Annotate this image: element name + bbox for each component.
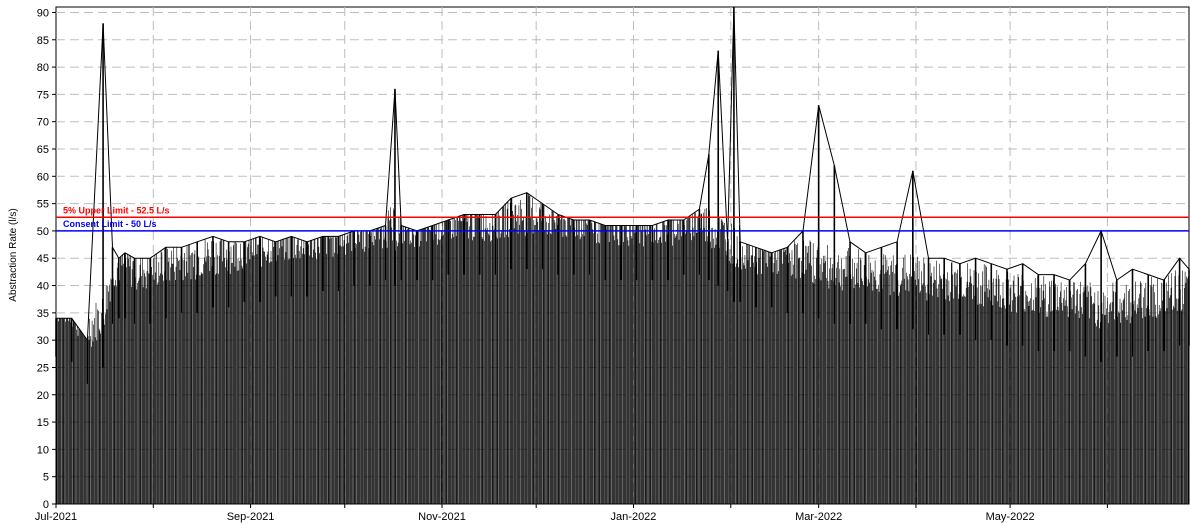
y-tick-label: 35 [37,308,49,320]
y-tick-label: 75 [37,89,49,101]
y-tick-label: 70 [37,117,49,129]
x-tick-label: Mar-2022 [795,511,842,523]
series-abstraction-rate [55,6,1190,504]
reference-line-label: 5% Upper Limit - 52.5 L/s [63,205,170,215]
x-tick-label: May-2022 [986,511,1035,523]
y-tick-label: 15 [37,417,49,429]
y-tick-label: 45 [37,253,49,265]
y-axis: 0 5 10 15 20 25 30 35 40 45 50 55 60 65 70 75 80 85 90 [37,7,56,511]
y-tick-label: 5 [43,472,49,484]
y-tick-label: 25 [37,362,49,374]
y-tick-label: 65 [37,144,49,156]
y-tick-label: 10 [37,444,49,456]
x-tick-label: Nov-2021 [418,511,466,523]
y-axis-label: Abstraction Rate (l/s) [8,208,19,301]
y-tick-label: 80 [37,62,49,74]
x-tick-label: Jan-2022 [611,511,657,523]
y-tick-label: 55 [37,199,49,211]
y-tick-label: 20 [37,390,49,402]
reference-line-label: Consent Limit - 50 L/s [63,219,157,229]
y-tick-label: 40 [37,281,49,293]
y-tick-label: 0 [43,499,49,511]
y-tick-label: 85 [37,35,49,47]
y-tick-label: 50 [37,226,49,238]
x-axis: Jul-2021 Sep-2021 Nov-2021 Jan-2022 Mar-2022… [35,504,1108,523]
y-tick-label: 90 [37,7,49,19]
reference-lines: 5% Upper Limit - 52.5 L/s Consent Limit -… [56,205,1189,232]
y-tick-label: 30 [37,335,49,347]
series-daily-strokes [55,193,1190,504]
y-tick-label: 60 [37,171,49,183]
x-tick-label: Jul-2021 [35,511,77,523]
x-tick-label: Sep-2021 [227,511,275,523]
